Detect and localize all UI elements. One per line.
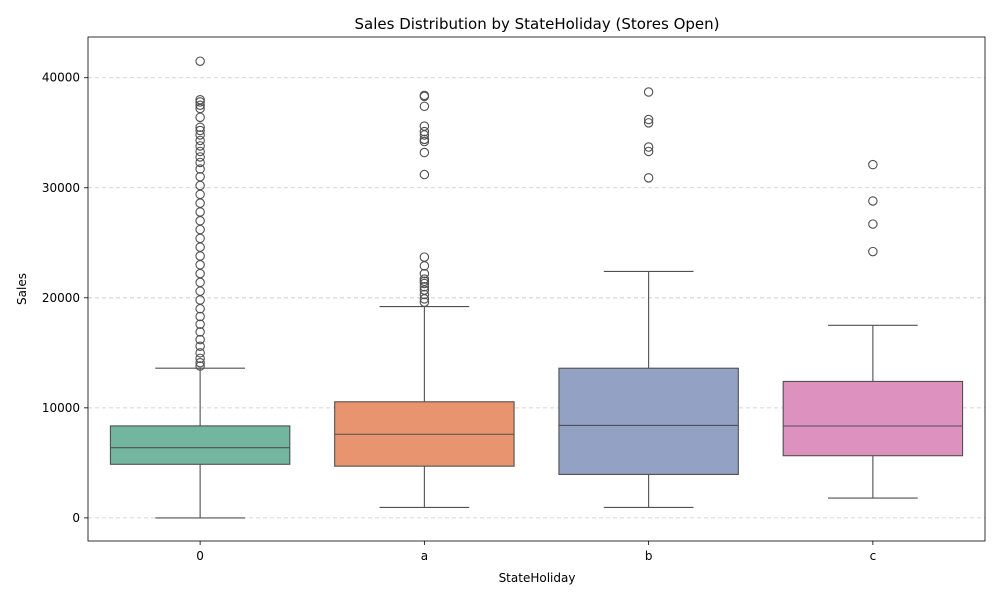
x-tick-label: b (645, 549, 653, 563)
outlier-point (419, 134, 430, 145)
outlier-point (643, 87, 654, 97)
outlier-point (195, 56, 205, 66)
y-tick-label: 30000 (42, 181, 80, 195)
x-tick-label: a (421, 549, 428, 563)
outlier-point (195, 277, 205, 288)
outlier-point (868, 196, 878, 206)
x-tick-label: c (870, 549, 877, 563)
outlier-point (419, 126, 430, 137)
outlier-point (195, 180, 205, 191)
outlier-point (868, 246, 878, 257)
box-group-0 (109, 56, 291, 519)
outlier-point (195, 334, 205, 345)
box-group-c (782, 159, 964, 499)
plot-frame (87, 36, 986, 542)
x-axis-label: StateHoliday (499, 571, 576, 585)
outlier-point (195, 341, 205, 351)
outlier-point (419, 297, 430, 307)
outlier-point (195, 319, 205, 329)
box-group-a (334, 90, 515, 508)
outlier-point (195, 353, 205, 364)
outlier-point (419, 90, 430, 101)
outlier-point (419, 261, 430, 271)
outlier-point (195, 100, 205, 110)
y-tick-label: 10000 (42, 401, 80, 415)
outlier-point (195, 94, 205, 105)
outlier-point (195, 141, 205, 151)
outlier-point (868, 159, 878, 170)
outlier-point (195, 361, 205, 371)
outlier-point (643, 118, 654, 128)
outlier-point (195, 112, 205, 123)
outlier-point (419, 289, 430, 300)
outlier-point (195, 146, 205, 157)
outlier-point (643, 114, 654, 125)
outlier-point (195, 164, 205, 174)
x-tick-label: 0 (196, 549, 204, 563)
outlier-point (195, 295, 205, 305)
outlier-point (195, 122, 205, 132)
outlier-point (195, 348, 205, 358)
chart-title: Sales Distribution by StateHoliday (Stor… (355, 15, 720, 33)
outlier-point (195, 268, 205, 279)
outlier-point (195, 216, 205, 226)
outlier-point (195, 207, 205, 217)
outlier-point (195, 233, 205, 244)
outlier-point (643, 146, 654, 157)
outlier-point (195, 286, 205, 296)
iqr-box (109, 425, 291, 465)
outlier-point (419, 101, 430, 112)
outlier-point (419, 274, 430, 284)
outlier-point (195, 224, 205, 235)
outlier-point (419, 121, 430, 131)
outlier-point (195, 260, 205, 270)
outlier-point (868, 219, 878, 229)
x-axis: 0 a b c (196, 541, 876, 563)
y-tick-label: 40000 (42, 71, 80, 85)
outlier-point (419, 252, 430, 262)
outlier-point (195, 242, 205, 252)
outlier-point (195, 152, 205, 162)
box-series (109, 56, 964, 519)
outlier-point (195, 130, 205, 140)
outlier-point (195, 198, 205, 208)
outlier-point (195, 327, 205, 337)
outlier-point (195, 357, 205, 368)
outlier-point (643, 142, 654, 152)
outlier-point (419, 282, 430, 292)
outlier-point (195, 251, 205, 261)
outlier-point (195, 189, 205, 200)
outlier-point (643, 173, 654, 183)
y-tick-label: 20000 (42, 291, 80, 305)
box-group-b (558, 87, 739, 508)
iqr-box (782, 380, 964, 457)
outlier-point (419, 147, 430, 158)
y-tick-label: 0 (72, 511, 80, 525)
outlier-point (195, 311, 205, 322)
outlier-point (195, 125, 205, 136)
outlier-point (419, 268, 430, 279)
outlier-point (195, 157, 205, 168)
outlier-point (195, 172, 205, 182)
y-axis: 0 10000 20000 30000 40000 (42, 71, 88, 525)
y-axis-label: Sales (15, 273, 29, 305)
outlier-point (195, 135, 205, 146)
outlier-point (195, 304, 205, 314)
iqr-box (558, 367, 739, 475)
outlier-point (419, 169, 430, 180)
